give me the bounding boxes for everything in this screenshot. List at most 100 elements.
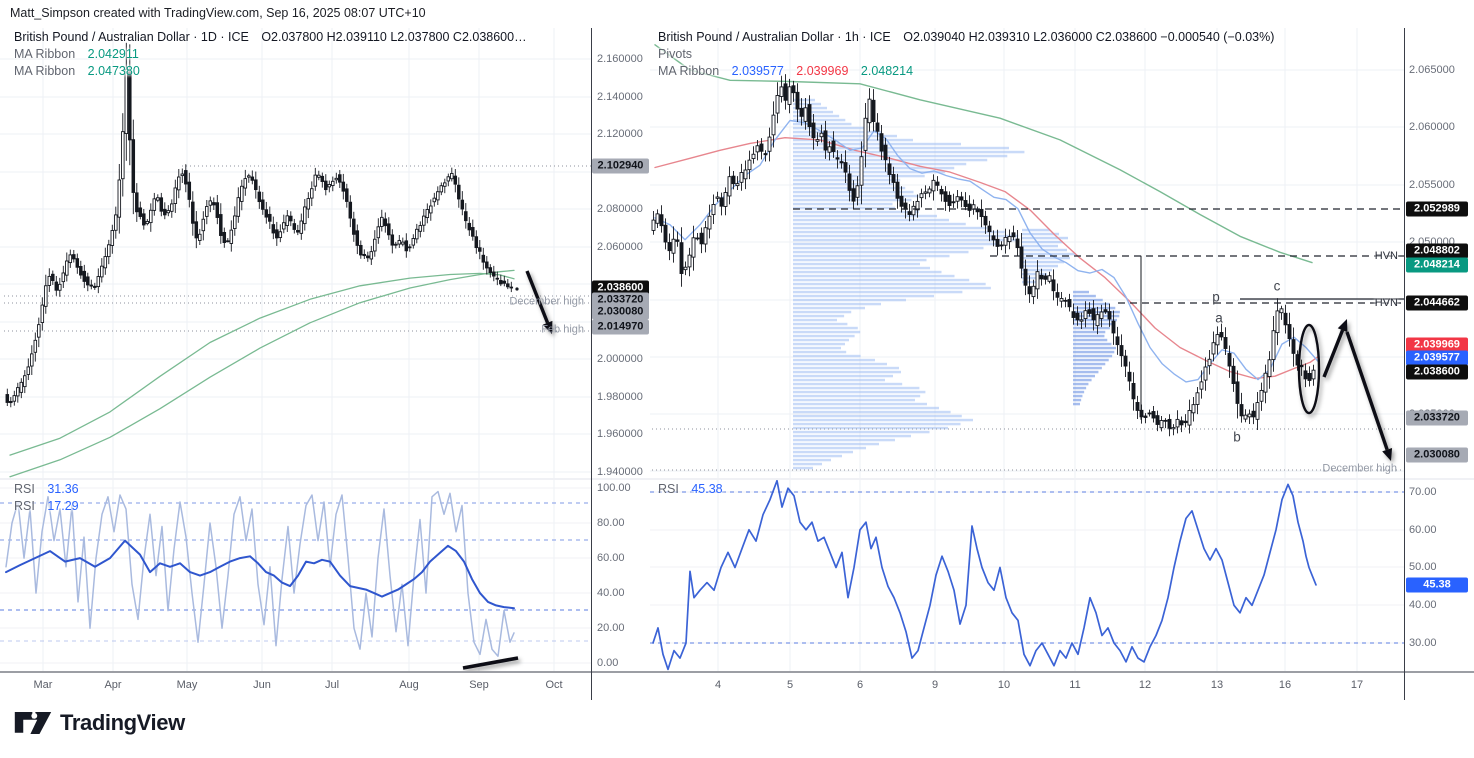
rsi-row-2[interactable]: RSI 17.29 [14,498,79,515]
left-symbol-title[interactable]: British Pound / Australian Dollar · 1D ·… [14,30,249,44]
volume-profile-bar [793,438,895,442]
left-ma-ribbon-row-2[interactable]: MA Ribbon 2.047380 [14,63,527,80]
volume-profile-bar [793,342,845,346]
volume-profile-bar [793,158,988,162]
candle-body [1023,268,1028,286]
candle-body [110,230,115,246]
annotation-ellipse [1297,323,1321,415]
candle-body [895,181,900,199]
volume-profile-bar [793,102,821,106]
volume-profile-bar [1022,236,1068,240]
volume-profile-bar [1073,298,1103,302]
candle-body [1227,353,1232,367]
candle-body [373,238,377,252]
price-axis-label: 2.160000 [597,53,643,65]
candle-body [839,161,844,164]
volume-profile-bar [1073,370,1099,374]
volume-profile-bar [793,98,815,102]
charts-canvas[interactable] [0,0,1474,706]
right-rsi-pane[interactable] [650,480,1404,671]
candle-body [180,173,185,177]
rsi-row[interactable]: RSI 45.38 [658,481,723,498]
ma-ribbon-value: 2.042911 [87,47,139,61]
candle-body [54,281,59,291]
candle-body [735,183,740,187]
candle-body [226,240,230,243]
rsi-line [652,480,1317,671]
ma-ribbon-green [654,44,1313,264]
candle-body [446,176,451,182]
time-axis-label: Oct [545,679,563,691]
candle-body [23,375,27,388]
pivots-indicator-row[interactable]: Pivots [658,46,1274,63]
candle-body [184,170,188,185]
right-ma-ribbon-row[interactable]: MA Ribbon 2.039577 2.039969 2.048214 [658,63,1274,80]
candle-body [187,181,192,200]
candle-body [995,238,1000,247]
time-axis-label: 11 [1069,679,1081,691]
candle-body [1043,275,1048,280]
volume-profile-bar [793,458,831,462]
candle-body [145,220,150,225]
candle-body [1155,415,1160,425]
candle-body [1275,310,1280,334]
candle-body [723,192,728,207]
candle-body [222,231,227,244]
candle-body [100,265,104,278]
last-price-dot [515,287,519,291]
volume-profile-bar [793,442,879,446]
candle-body [436,191,440,201]
rsi-axis-label: 0.00 [597,657,619,669]
price-axis-badge: 2.030080 [1406,447,1468,463]
candle-body [711,203,716,216]
candle-body [404,240,409,252]
candle-body [1267,359,1272,377]
volume-profile-bar [1073,330,1106,334]
volume-profile-bar [793,266,930,270]
right-price-pane[interactable] [650,28,1404,478]
candle-body [1171,427,1176,430]
candle-body [1283,312,1288,326]
volume-profile-bar [793,426,948,430]
candle-body [26,366,31,375]
candle-body [727,176,732,197]
rsi-row-1[interactable]: RSI 31.36 [14,481,79,498]
time-axis-label: 13 [1210,679,1224,691]
candle-body [927,188,932,194]
candle-body [250,176,255,181]
candle-body [485,261,489,269]
volume-profile-bar [793,394,921,398]
candle-body [1003,237,1008,246]
candle-body [509,286,514,289]
price-axis-badge: 2.039577 [1406,350,1468,366]
volume-profile-bar [793,138,913,142]
candle-body [1079,319,1084,322]
candle-body [366,255,370,259]
rsi-axis-label: 40.00 [597,587,625,599]
tradingview-logo[interactable]: TradingView [14,710,185,736]
volume-profile-bar [793,410,951,414]
volume-profile-bar [793,462,822,466]
annotation-arrow [525,270,553,334]
left-rsi-pane[interactable] [0,480,591,671]
volume-profile-bar [793,322,848,326]
left-price-pane[interactable] [0,28,591,478]
candle-body [899,195,904,207]
volume-profile-bar [1073,338,1108,342]
candle-body [915,200,920,211]
volume-profile-bar [1073,326,1110,330]
candle-body [191,201,195,224]
left-ohlc-values: O2.037800 H2.039110 L2.037800 C2.038600… [261,30,527,44]
candle-body [243,178,248,189]
candle-body [152,198,157,211]
candle-body [117,179,122,218]
right-symbol-title[interactable]: British Pound / Australian Dollar · 1h ·… [658,30,891,44]
candle-body [1099,311,1104,319]
candle-body [135,192,139,213]
candle-body [460,199,465,210]
candle-body [987,225,992,233]
candle-body [1159,420,1164,429]
candle-body [16,387,20,397]
volume-profile-bar [793,446,866,450]
left-ma-ribbon-row-1[interactable]: MA Ribbon 2.042911 [14,46,527,63]
